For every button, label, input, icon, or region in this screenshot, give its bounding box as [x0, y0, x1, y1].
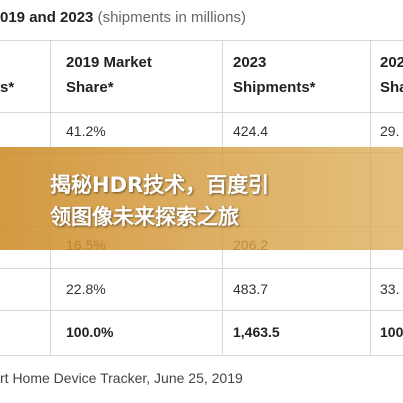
banner-text: 领图像未来探索之旅 [50, 205, 239, 229]
column-header: 202 Sha [380, 54, 403, 96]
cell: 22.8% [66, 281, 106, 297]
rule [0, 112, 403, 113]
column-header: 2023 Shipments* [233, 54, 316, 96]
cell: 100 [380, 324, 403, 340]
cell: 29. [380, 123, 400, 139]
cell: 1,463.5 [233, 324, 280, 340]
title-note: (shipments in millions) [97, 9, 246, 26]
rule [0, 268, 403, 269]
rule [0, 355, 403, 356]
rule [0, 310, 403, 311]
banner: 揭秘HDR技术，百度引 领图像未来探索之旅 [0, 147, 403, 250]
banner-text: 揭秘HDR技术，百度引 [50, 173, 270, 197]
column-header: s* [0, 79, 15, 96]
cell: 424.4 [233, 123, 269, 139]
cell: 483.7 [233, 281, 269, 297]
title-bold: 019 and 2023 [0, 9, 94, 26]
cell: 100.0% [66, 324, 114, 340]
source-note: rt Home Device Tracker, June 25, 2019 [0, 370, 243, 386]
cell: 33. [380, 281, 400, 297]
title: 019 and 2023 (shipments in millions) [0, 9, 246, 26]
column-header: 2019 Market Share* [66, 54, 152, 96]
rule [0, 40, 403, 41]
cell: 41.2% [66, 123, 106, 139]
